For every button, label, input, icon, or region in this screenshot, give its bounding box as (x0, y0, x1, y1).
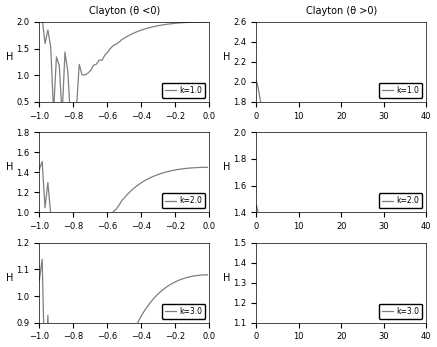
Y-axis label: H: H (222, 273, 230, 283)
Legend: k=3.0: k=3.0 (162, 304, 205, 319)
Y-axis label: H: H (222, 162, 230, 172)
Y-axis label: H: H (222, 52, 230, 62)
Legend: k=2.0: k=2.0 (379, 193, 423, 209)
Legend: k=3.0: k=3.0 (379, 304, 423, 319)
Y-axis label: H: H (6, 273, 13, 283)
Title: Clayton (θ <0): Clayton (θ <0) (89, 6, 160, 16)
Legend: k=2.0: k=2.0 (162, 193, 205, 209)
Title: Clayton (θ >0): Clayton (θ >0) (305, 6, 377, 16)
Y-axis label: H: H (6, 162, 13, 172)
Y-axis label: H: H (6, 52, 13, 62)
Legend: k=1.0: k=1.0 (379, 83, 423, 98)
Legend: k=1.0: k=1.0 (162, 83, 205, 98)
